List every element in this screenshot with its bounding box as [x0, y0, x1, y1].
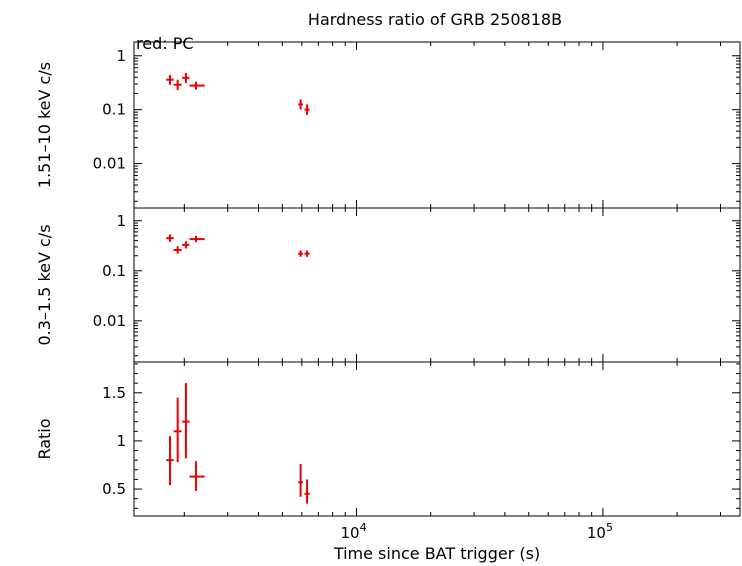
data-point-soft-2	[173, 246, 182, 254]
data-point-ratio-6	[304, 479, 310, 504]
data-point-soft-5	[298, 250, 303, 257]
y-tick-label: 0.01	[93, 155, 126, 173]
data-point-hard-5	[298, 99, 303, 110]
y-axis-title-ratio: Ratio	[35, 418, 54, 459]
y-tick-label: 1	[116, 212, 126, 230]
x-tick-label: 104	[340, 521, 366, 542]
data-point-hard-3	[182, 72, 190, 84]
panel-hard: 1 0.1 0.01 1.51–10 keV c/s	[35, 41, 741, 209]
data-point-soft-3	[182, 241, 190, 249]
data-point-soft-1	[166, 234, 174, 242]
data-point-ratio-3	[182, 383, 190, 459]
y-tick-label: 0.01	[93, 312, 126, 330]
data-point-soft-6	[304, 250, 310, 257]
data-point-soft-4	[189, 235, 205, 243]
panels-group: 1 0.1 0.01 1.51–10 keV c/s 1 0.1 0.01 0.3–1.5 k…	[35, 41, 741, 542]
y-tick-label: 0.1	[102, 262, 126, 280]
panel-frame-ratio	[133, 361, 741, 517]
data-point-hard-4	[189, 81, 205, 90]
x-tick-label: 105	[587, 521, 613, 542]
panel-frame-hard	[133, 41, 741, 209]
chart-title: Hardness ratio of GRB 250818B	[308, 10, 562, 29]
data-point-ratio-5	[298, 464, 303, 497]
panel-soft: 1 0.1 0.01 0.3–1.5 keV c/s	[35, 207, 741, 363]
x-tick-label-base: 10	[587, 524, 606, 542]
panel-ratio: 1.5 1 0.5 Ratio	[35, 361, 741, 517]
data-point-hard-1	[166, 74, 174, 85]
data-point-hard-2	[173, 79, 182, 91]
y-tick-label: 1	[116, 47, 126, 65]
y-tick-label: 1.5	[102, 384, 126, 402]
x-tick-label-base: 10	[340, 524, 359, 542]
x-tick-label-exponent: 4	[360, 521, 367, 534]
y-axis-title-soft: 0.3–1.5 keV c/s	[35, 224, 54, 345]
legend-label: red: PC	[136, 34, 194, 53]
y-axis-title-hard: 1.51–10 keV c/s	[35, 62, 54, 188]
data-point-ratio-4	[189, 461, 205, 491]
data-point-hard-6	[304, 104, 310, 115]
data-point-ratio-2	[173, 397, 182, 463]
y-tick-label: 0.1	[102, 101, 126, 119]
data-point-ratio-1	[166, 436, 174, 486]
y-tick-label: 0.5	[102, 480, 126, 498]
y-tick-label: 1	[116, 432, 126, 450]
panel-frame-soft	[133, 207, 741, 363]
x-tick-label-exponent: 5	[606, 521, 613, 534]
x-axis-title: Time since BAT trigger (s)	[333, 544, 540, 563]
